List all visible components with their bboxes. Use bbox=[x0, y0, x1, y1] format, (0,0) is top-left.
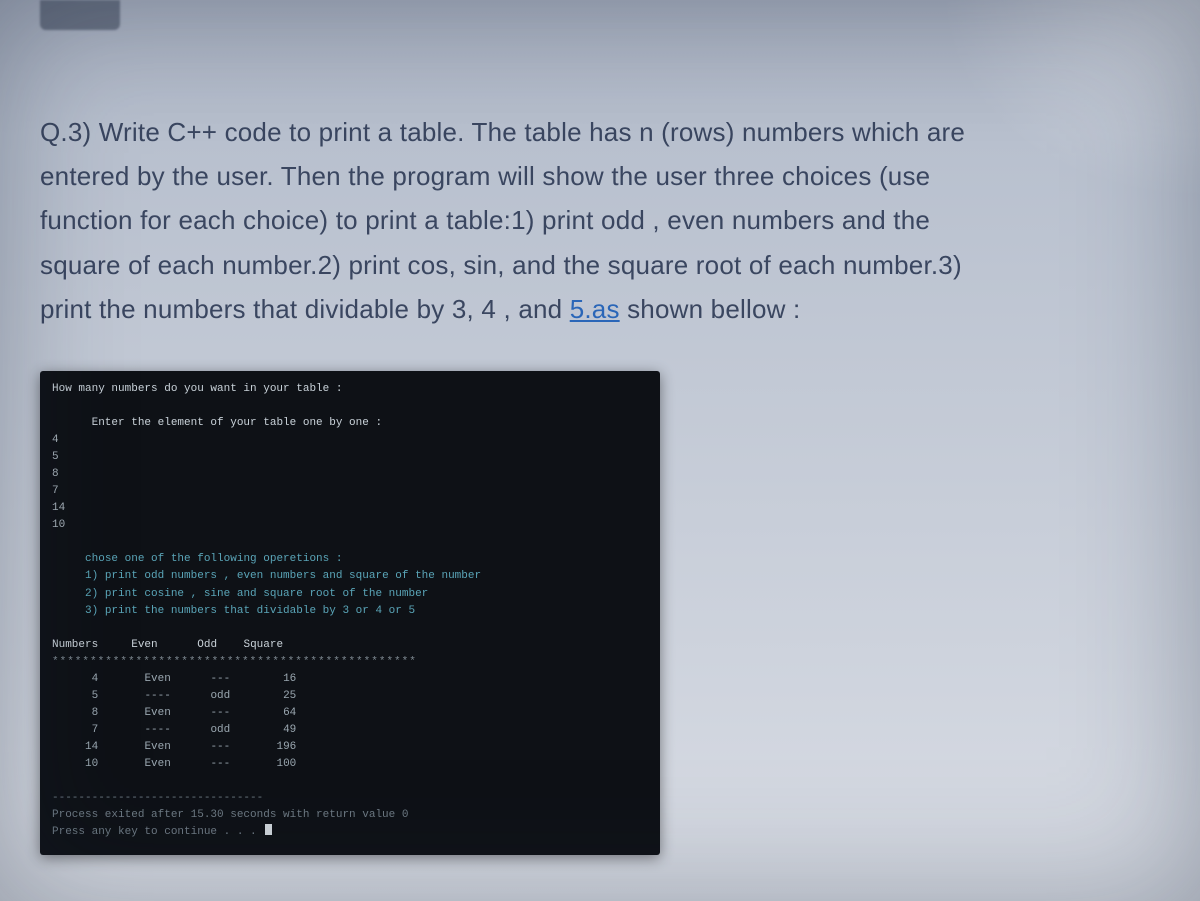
console-prompt-enter: Enter the element of your table one by o… bbox=[52, 415, 648, 432]
table-row: 7 ---- odd 49 bbox=[52, 722, 648, 739]
console-exit-1: Process exited after 15.30 seconds with … bbox=[52, 807, 648, 824]
question-text: Q.3) Write C++ code to print a table. Th… bbox=[40, 110, 1160, 331]
question-line-5b: shown bellow : bbox=[620, 294, 801, 324]
console-menu-2: 2) print cosine , sine and square root o… bbox=[52, 586, 648, 603]
link-5as[interactable]: 5.as bbox=[570, 294, 620, 324]
console-blank4 bbox=[52, 773, 648, 790]
table-row: 5 ---- odd 25 bbox=[52, 688, 648, 705]
console-input-5: 10 bbox=[52, 517, 648, 534]
console-menu-title: chose one of the following operetions : bbox=[52, 551, 648, 568]
console-menu-3: 3) print the numbers that dividable by 3… bbox=[52, 603, 648, 620]
table-row: 10 Even --- 100 bbox=[52, 756, 648, 773]
console-dashline: -------------------------------- bbox=[52, 790, 648, 807]
cursor-icon bbox=[265, 824, 272, 835]
question-line-2: entered by the user. Then the program wi… bbox=[40, 154, 1160, 198]
question-line-4: square of each number.2) print cos, sin,… bbox=[40, 243, 1160, 287]
question-line-5a: print the numbers that dividable by 3, 4… bbox=[40, 294, 570, 324]
console-input-1: 5 bbox=[52, 449, 648, 466]
console-input-3: 7 bbox=[52, 483, 648, 500]
console-table-sep: ****************************************… bbox=[52, 654, 648, 671]
console-input-4: 14 bbox=[52, 500, 648, 517]
console-output: How many numbers do you want in your tab… bbox=[40, 371, 660, 855]
page-content: Q.3) Write C++ code to print a table. Th… bbox=[40, 110, 1160, 855]
console-input-2: 8 bbox=[52, 466, 648, 483]
console-menu-1: 1) print odd numbers , even numbers and … bbox=[52, 568, 648, 585]
table-row: 4 Even --- 16 bbox=[52, 671, 648, 688]
console-input-0: 4 bbox=[52, 432, 648, 449]
question-line-1: Q.3) Write C++ code to print a table. Th… bbox=[40, 110, 1160, 154]
console-prompt-count: How many numbers do you want in your tab… bbox=[52, 381, 648, 398]
question-line-3: function for each choice) to print a tab… bbox=[40, 198, 1160, 242]
table-row: 14 Even --- 196 bbox=[52, 739, 648, 756]
page-top-fragment bbox=[40, 0, 120, 30]
question-line-5: print the numbers that dividable by 3, 4… bbox=[40, 287, 1160, 331]
console-table-header: Numbers Even Odd Square bbox=[52, 637, 648, 654]
console-blank3 bbox=[52, 620, 648, 637]
console-blank bbox=[52, 398, 648, 415]
console-blank2 bbox=[52, 534, 648, 551]
console-exit-2: Press any key to continue . . . bbox=[52, 824, 648, 841]
table-row: 8 Even --- 64 bbox=[52, 705, 648, 722]
